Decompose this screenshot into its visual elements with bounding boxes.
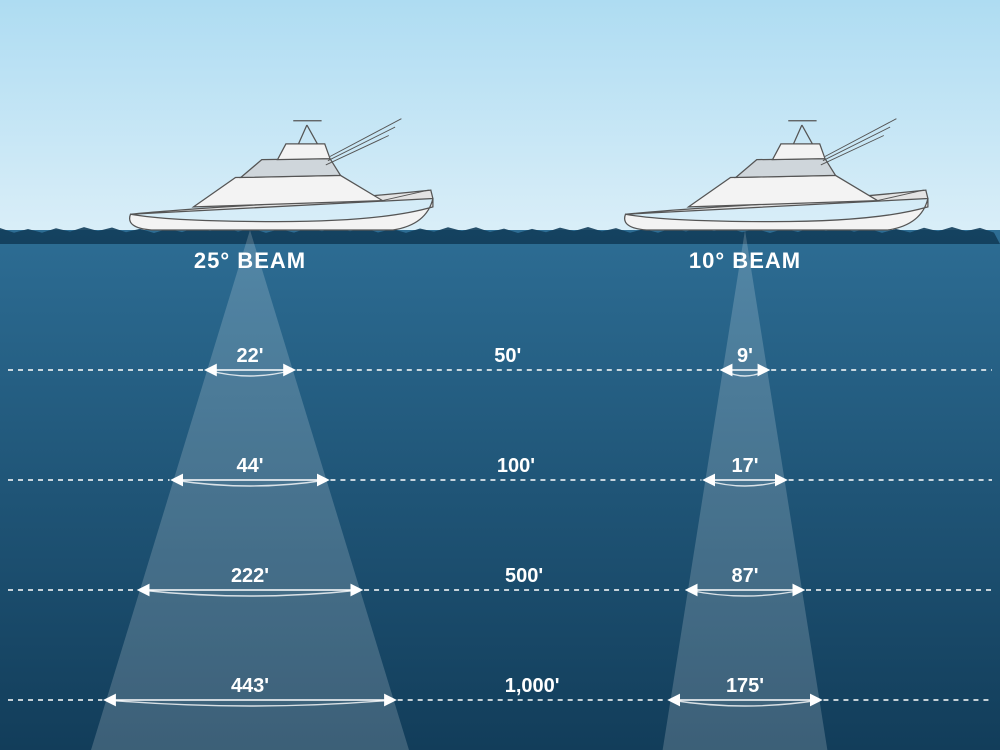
width-label-left: 222' — [231, 565, 269, 587]
width-label-left: 44' — [236, 455, 263, 477]
width-label-left: 22' — [236, 345, 263, 367]
width-label-right: 9' — [737, 345, 753, 367]
beam-title-right: 10° BEAM — [689, 248, 801, 273]
depth-label: 500' — [505, 565, 543, 587]
width-label-right: 87' — [731, 565, 758, 587]
beam-title-left: 25° BEAM — [194, 248, 306, 273]
diagram-stage: 25° BEAM 10° BEAM 22' 9' 50' 44' 17' 100' 222' 87… — [0, 0, 1000, 750]
depth-label: 50' — [494, 345, 521, 367]
depth-label: 1,000' — [505, 675, 560, 697]
depth-label: 100' — [497, 455, 535, 477]
width-label-right: 175' — [726, 675, 764, 697]
width-label-left: 443' — [231, 675, 269, 697]
width-label-right: 17' — [731, 455, 758, 477]
